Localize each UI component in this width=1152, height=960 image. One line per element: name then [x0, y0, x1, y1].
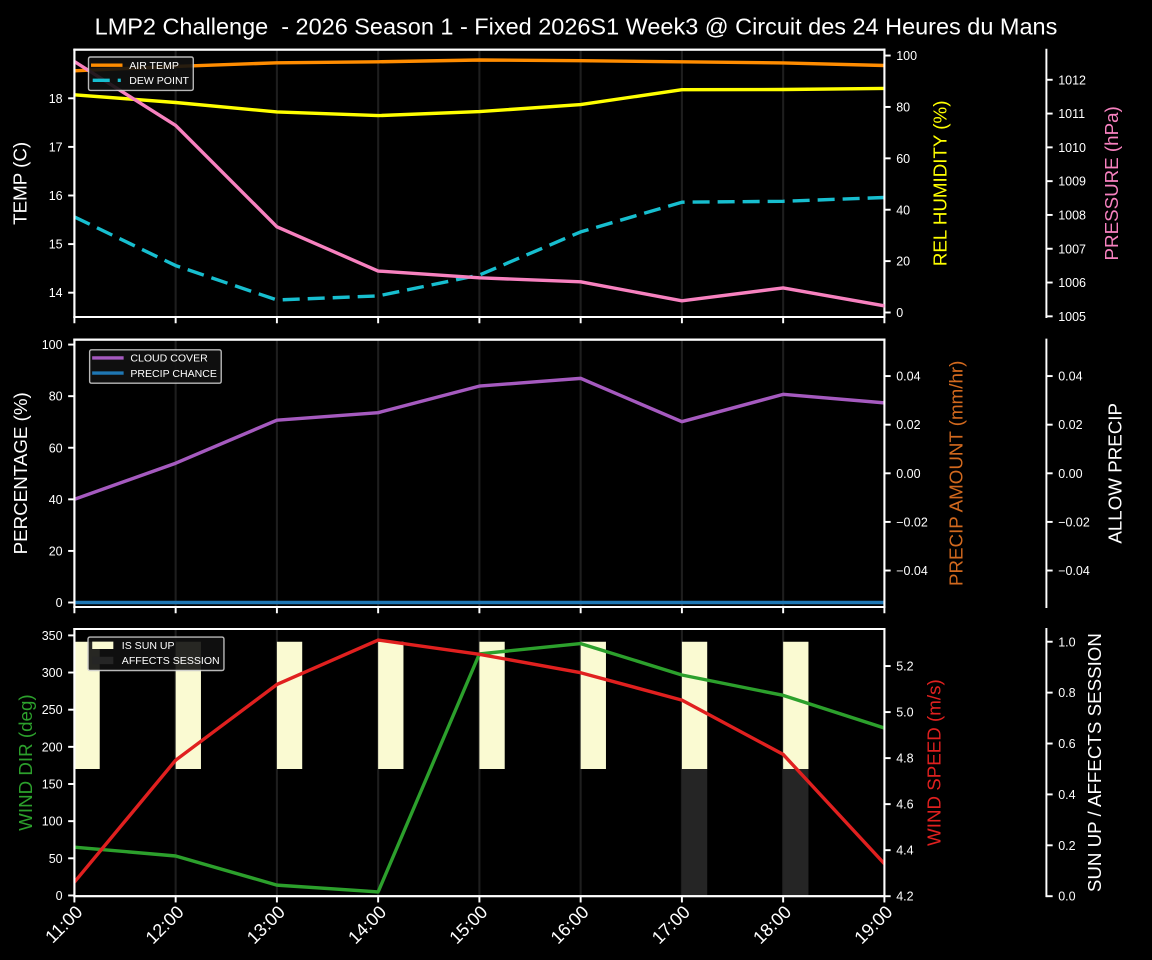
svg-text:50: 50: [49, 852, 63, 866]
svg-text:60: 60: [896, 152, 910, 166]
svg-text:0.02: 0.02: [1058, 418, 1082, 432]
svg-text:15: 15: [49, 238, 63, 252]
svg-text:0.4: 0.4: [1058, 788, 1075, 802]
svg-text:TEMP (C): TEMP (C): [10, 142, 31, 225]
svg-text:80: 80: [49, 390, 63, 404]
svg-text:100: 100: [42, 815, 63, 829]
svg-text:5.2: 5.2: [896, 660, 913, 674]
svg-text:0.2: 0.2: [1058, 839, 1075, 853]
svg-text:−0.04: −0.04: [896, 564, 928, 578]
svg-text:16: 16: [49, 189, 63, 203]
svg-text:0.6: 0.6: [1058, 737, 1075, 751]
svg-text:20: 20: [896, 255, 910, 269]
svg-text:PRESSURE (hPa): PRESSURE (hPa): [1101, 106, 1122, 260]
svg-text:PRECIP CHANCE: PRECIP CHANCE: [130, 368, 217, 380]
svg-text:300: 300: [42, 666, 63, 680]
svg-text:−0.02: −0.02: [1058, 515, 1090, 529]
svg-text:100: 100: [42, 338, 63, 352]
svg-text:1009: 1009: [1058, 175, 1086, 189]
svg-text:1012: 1012: [1058, 73, 1086, 87]
svg-text:1006: 1006: [1058, 276, 1086, 290]
svg-text:0: 0: [56, 596, 63, 610]
svg-text:−0.04: −0.04: [1058, 564, 1090, 578]
svg-text:4.2: 4.2: [896, 890, 913, 904]
svg-text:5.0: 5.0: [896, 706, 913, 720]
svg-text:80: 80: [896, 100, 910, 114]
svg-text:1011: 1011: [1058, 107, 1085, 121]
svg-text:40: 40: [896, 203, 910, 217]
svg-text:PERCENTAGE (%): PERCENTAGE (%): [10, 392, 31, 554]
svg-text:4.4: 4.4: [896, 844, 913, 858]
svg-text:0.04: 0.04: [896, 370, 920, 384]
svg-text:0.0: 0.0: [1058, 890, 1075, 904]
svg-text:IS SUN UP: IS SUN UP: [122, 640, 175, 652]
svg-text:CLOUD COVER: CLOUD COVER: [130, 353, 208, 365]
svg-text:18: 18: [49, 92, 63, 106]
svg-text:0.00: 0.00: [1058, 467, 1082, 481]
svg-text:40: 40: [49, 493, 63, 507]
svg-text:0.02: 0.02: [896, 418, 920, 432]
svg-text:1007: 1007: [1058, 242, 1086, 256]
svg-text:1.0: 1.0: [1058, 635, 1075, 649]
svg-text:PRECIP AMOUNT (mm/hr): PRECIP AMOUNT (mm/hr): [946, 361, 967, 586]
svg-text:350: 350: [42, 629, 63, 643]
svg-text:0.00: 0.00: [896, 467, 920, 481]
svg-text:1010: 1010: [1058, 141, 1086, 155]
svg-text:0: 0: [896, 306, 903, 320]
svg-text:WIND DIR (deg): WIND DIR (deg): [15, 694, 36, 830]
svg-text:20: 20: [49, 544, 63, 558]
svg-text:150: 150: [42, 778, 63, 792]
svg-text:1008: 1008: [1058, 208, 1086, 222]
svg-text:200: 200: [42, 740, 63, 754]
svg-text:14: 14: [49, 286, 63, 300]
svg-text:17: 17: [49, 140, 63, 154]
svg-text:REL HUMIDITY (%): REL HUMIDITY (%): [929, 101, 950, 267]
svg-text:LMP2 Challenge - 2026 Season: LMP2 Challenge - 2026 Season 1 - Fixed 2…: [95, 13, 1058, 39]
svg-text:AFFECTS SESSION: AFFECTS SESSION: [122, 655, 220, 667]
svg-text:100: 100: [896, 49, 917, 63]
svg-text:DEW POINT: DEW POINT: [129, 75, 189, 87]
svg-text:0: 0: [56, 889, 63, 903]
svg-text:0.04: 0.04: [1058, 370, 1082, 384]
svg-text:60: 60: [49, 441, 63, 455]
svg-text:0.8: 0.8: [1058, 686, 1075, 700]
svg-text:AIR TEMP: AIR TEMP: [129, 60, 179, 72]
svg-text:WIND SPEED (m/s): WIND SPEED (m/s): [924, 679, 945, 846]
svg-text:1005: 1005: [1058, 310, 1086, 324]
svg-text:SUN UP / AFFECTS SESSION: SUN UP / AFFECTS SESSION: [1084, 633, 1105, 892]
svg-text:ALLOW PRECIP: ALLOW PRECIP: [1105, 403, 1126, 544]
svg-text:4.8: 4.8: [896, 752, 913, 766]
svg-text:4.6: 4.6: [896, 798, 913, 812]
svg-text:−0.02: −0.02: [896, 515, 928, 529]
svg-text:250: 250: [42, 703, 63, 717]
